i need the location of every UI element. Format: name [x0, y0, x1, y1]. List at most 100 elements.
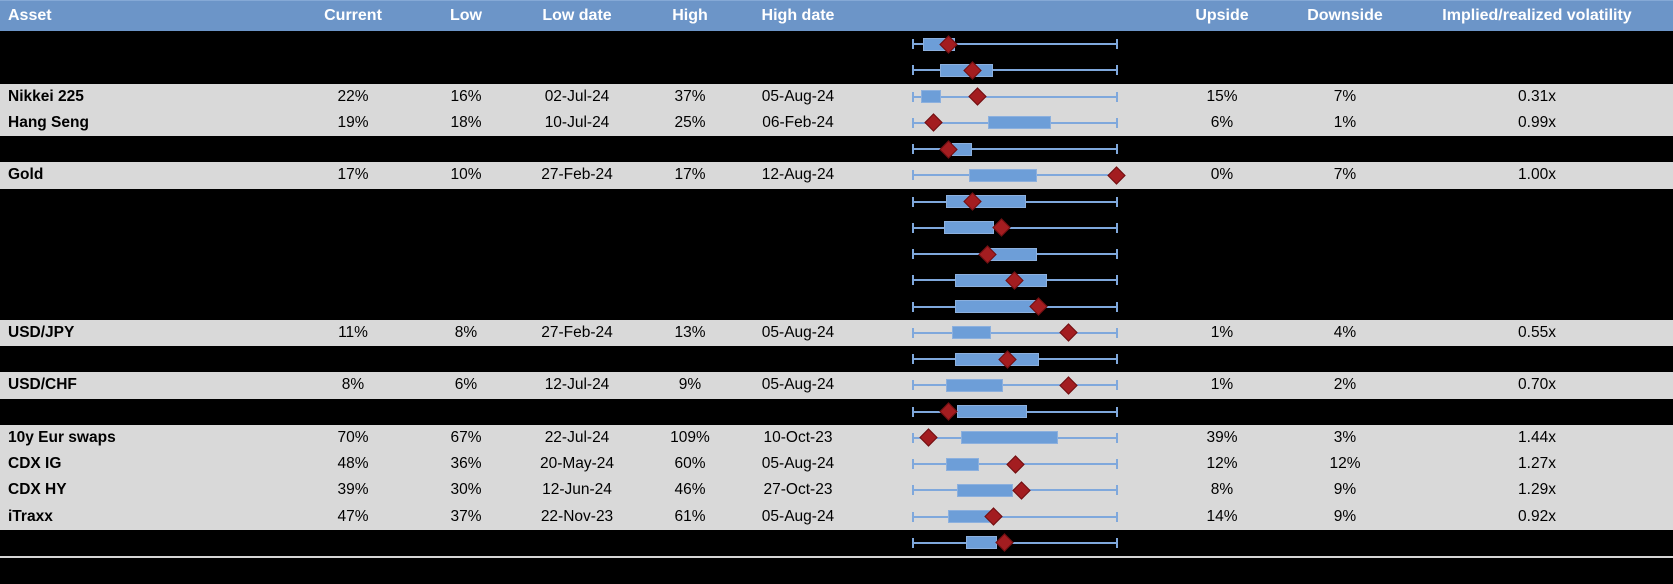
- whisker-line: [913, 226, 1117, 229]
- whisker-line: [913, 43, 1117, 46]
- box-range: [955, 352, 1039, 366]
- cell-high-date: [728, 241, 868, 267]
- table-row: CDX HY 39% 30% 12-Jun-24 46% 27-Oct-23 8% 9% 1.2…: [0, 477, 1673, 504]
- whisker-tick-left: [912, 354, 914, 365]
- range-boxplot: [912, 31, 1118, 57]
- cell-current: 39%: [337, 481, 369, 499]
- cell-low-date: 27-Feb-24: [541, 166, 613, 184]
- cell-implied-realized-volatility: [1402, 267, 1672, 293]
- box-range: [957, 405, 1028, 419]
- range-boxplot: [912, 241, 1118, 267]
- current-level-diamond-marker: [994, 533, 1014, 553]
- cell-current: [303, 31, 403, 57]
- cell-upside: [1172, 189, 1272, 215]
- cell-current: 11%: [338, 323, 368, 341]
- cell-high-date: [728, 57, 868, 83]
- cell-upside: [1172, 346, 1272, 372]
- current-level-diamond-marker: [1058, 323, 1078, 343]
- cell-low: 36%: [450, 455, 482, 472]
- cell-current: [303, 267, 403, 293]
- whisker-tick-left: [912, 196, 914, 207]
- cell-high-date: 05-Aug-24: [761, 455, 835, 472]
- cell-high-date: [728, 215, 868, 241]
- range-boxplot: [912, 57, 1118, 83]
- cell-low: 6%: [454, 376, 478, 394]
- cell-implied-realized-volatility: 1.00x: [1518, 166, 1556, 184]
- cell-downside: 12%: [1329, 455, 1361, 472]
- cell-upside: [1172, 31, 1272, 57]
- cell-low-date: 22-Nov-23: [540, 507, 614, 525]
- cell-low: [416, 530, 516, 556]
- box-range: [955, 300, 1038, 314]
- cell-implied-realized-volatility: 1.44x: [1518, 428, 1556, 446]
- cell-high-date: 05-Aug-24: [761, 376, 835, 394]
- cell-current: 8%: [341, 376, 365, 394]
- cell-current: [303, 215, 403, 241]
- cell-low-date: [507, 294, 647, 320]
- range-boxplot: [912, 189, 1118, 215]
- cell-high: 17%: [674, 166, 706, 184]
- cell-implied-realized-volatility: 0.99x: [1518, 113, 1556, 131]
- whisker-tick-right: [1116, 485, 1118, 496]
- current-level-diamond-marker: [918, 428, 938, 448]
- column-header-downside: Downside: [1307, 7, 1383, 24]
- range-boxplot: [912, 477, 1118, 503]
- whisker-tick-left: [912, 459, 914, 470]
- table-row: Hang Seng 19% 18% 10-Jul-24 25% 06-Feb-24 6% 1%…: [0, 109, 1673, 136]
- table-row: [0, 136, 1673, 163]
- table-row: [0, 267, 1673, 294]
- cell-downside: 9%: [1333, 507, 1357, 525]
- cell-high-date: [728, 346, 868, 372]
- table-row: [0, 398, 1673, 425]
- asset-name: [8, 57, 293, 83]
- cell-low: 8%: [454, 323, 478, 341]
- range-boxplot: [912, 84, 1118, 110]
- range-boxplot: [912, 451, 1118, 477]
- table-row: USD/JPY 11% 8% 27-Feb-24 13% 05-Aug-24 1% 4% 0.5…: [0, 319, 1673, 346]
- cell-implied-realized-volatility: [1402, 530, 1672, 556]
- cell-high-date: [728, 267, 868, 293]
- table-row: 10y Eur swaps 70% 67% 22-Jul-24 109% 10-Oct-2…: [0, 424, 1673, 451]
- cell-current: [303, 241, 403, 267]
- current-level-diamond-marker: [992, 218, 1012, 238]
- whisker-line: [913, 384, 1117, 387]
- cell-upside: [1172, 399, 1272, 425]
- cell-high: [640, 399, 740, 425]
- cell-implied-realized-volatility: [1402, 399, 1672, 425]
- cell-downside: [1285, 241, 1405, 267]
- asset-name: [8, 530, 293, 556]
- cell-downside: 1%: [1333, 113, 1357, 131]
- cell-low-date: [507, 215, 647, 241]
- current-level-diamond-marker: [1005, 454, 1025, 474]
- box-range: [944, 221, 994, 235]
- whisker-tick-right: [1116, 65, 1118, 76]
- cell-low-date: 27-Feb-24: [541, 323, 613, 341]
- current-level-diamond-marker: [967, 87, 987, 106]
- cell-high: 60%: [674, 455, 706, 472]
- cell-high-date: 27-Oct-23: [763, 481, 833, 499]
- cell-low: [416, 241, 516, 267]
- table-row: USD/CHF 8% 6% 12-Jul-24 9% 05-Aug-24 1% 2% 0.70x: [0, 372, 1673, 399]
- cell-implied-realized-volatility: [1402, 31, 1672, 57]
- cell-downside: [1285, 136, 1405, 162]
- cell-high-date: 05-Aug-24: [761, 323, 835, 341]
- cell-high: 25%: [674, 113, 706, 131]
- asset-name: Gold: [8, 166, 44, 184]
- box-range: [969, 168, 1037, 182]
- whisker-line: [913, 95, 1117, 98]
- whisker-tick-right: [1116, 380, 1118, 391]
- cell-upside: [1172, 57, 1272, 83]
- range-boxplot: [912, 136, 1118, 162]
- cell-implied-realized-volatility: [1402, 189, 1672, 215]
- range-boxplot: [912, 346, 1118, 372]
- asset-name: [8, 346, 293, 372]
- asset-name: Nikkei 225: [8, 87, 84, 105]
- cell-implied-realized-volatility: [1402, 346, 1672, 372]
- cell-low: [416, 294, 516, 320]
- current-level-diamond-marker: [939, 402, 959, 421]
- box-range: [952, 326, 991, 340]
- cell-low: 10%: [450, 166, 482, 184]
- cell-high-date: [728, 31, 868, 57]
- current-level-diamond-marker: [1012, 481, 1032, 500]
